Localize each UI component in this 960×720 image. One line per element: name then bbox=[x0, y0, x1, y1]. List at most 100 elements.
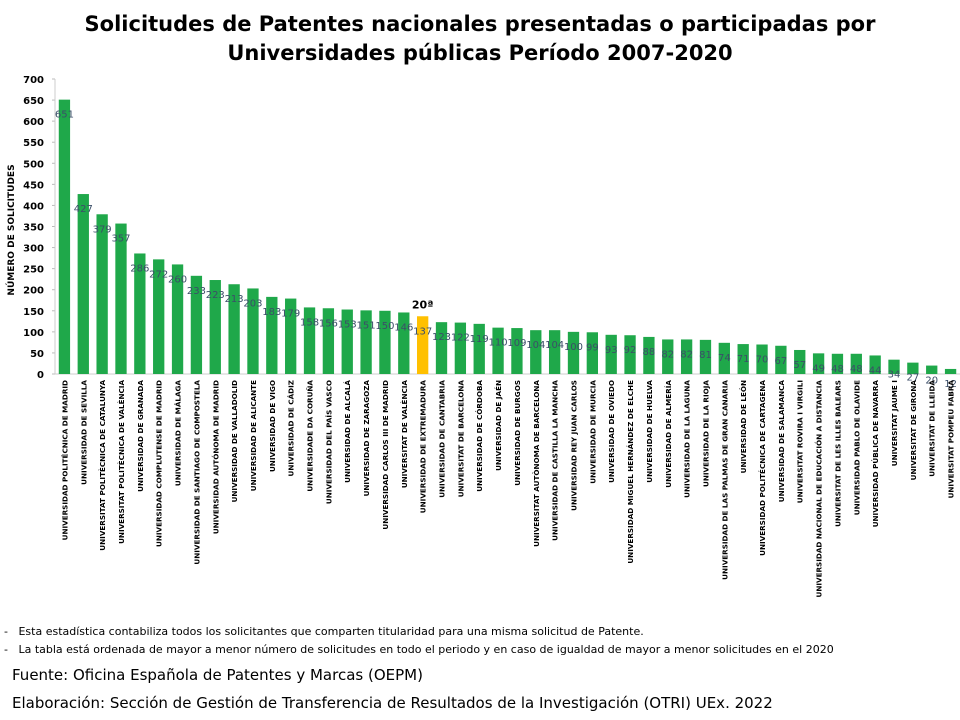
value-label: 82 bbox=[680, 349, 693, 360]
bar bbox=[850, 353, 862, 374]
bar bbox=[662, 339, 674, 374]
bar bbox=[303, 307, 316, 374]
y-tick-label: 600 bbox=[23, 117, 44, 128]
value-label: 34 bbox=[888, 370, 901, 381]
x-tick-label: UNIVERSIDAD DE BURGOS bbox=[513, 380, 522, 486]
bar bbox=[96, 214, 108, 374]
value-label: 88 bbox=[643, 347, 656, 358]
bar bbox=[77, 194, 89, 374]
y-tick-label: 200 bbox=[23, 286, 44, 297]
x-tick-label: UNIVERSIDAD DEL PAÍS VASCO bbox=[324, 380, 333, 504]
value-label: 651 bbox=[55, 110, 74, 121]
value-label: 179 bbox=[281, 309, 300, 320]
bar bbox=[643, 336, 655, 374]
value-label: 93 bbox=[605, 345, 618, 356]
value-label: 104 bbox=[526, 340, 545, 351]
x-tick-label: UNIVERSIDAD PÚBLICA DE NAVARRA bbox=[871, 380, 880, 528]
note: - La tabla está ordenada de mayor a meno… bbox=[4, 643, 834, 656]
bar bbox=[58, 99, 71, 375]
value-label: 109 bbox=[507, 338, 526, 349]
x-tick-label: UNIVERSIDAD DE SANTIAGO DE COMPOSTELA bbox=[192, 380, 201, 565]
y-axis-title: NÚMERO DE SOLICITUDES bbox=[5, 164, 17, 295]
x-tick-label: UNIVERSIDAD AUTÓNOMA DE MADRID bbox=[211, 380, 220, 534]
value-label: 150 bbox=[375, 321, 394, 332]
y-tick-label: 400 bbox=[23, 201, 44, 212]
x-tick-label: UNIVERSITAT POMPEU FABRA bbox=[947, 380, 956, 499]
value-label: 20 bbox=[925, 376, 938, 387]
y-tick-label: 550 bbox=[23, 138, 44, 149]
bar bbox=[285, 298, 297, 374]
value-label: 260 bbox=[168, 274, 187, 285]
value-label: 100 bbox=[564, 342, 583, 353]
value-label: 233 bbox=[187, 286, 206, 297]
x-tick-label: UNIVERSIDAD DE EXTREMADURA bbox=[419, 380, 428, 514]
x-tick-label: UNIVERSIDAD DE VIGO bbox=[268, 380, 277, 472]
value-label: 123 bbox=[432, 332, 451, 343]
x-tick-label: UNIVERSIDAD DE ALICANTE bbox=[249, 380, 258, 491]
x-tick-label: UNIVERSIDAD DE LEÓN bbox=[739, 380, 748, 473]
bar bbox=[398, 312, 410, 374]
bar bbox=[247, 288, 259, 374]
bar bbox=[699, 339, 712, 374]
y-tick-label: 50 bbox=[30, 349, 44, 360]
bar bbox=[624, 335, 636, 374]
x-tick-label: UNIVERSIDAD DE MÁLAGA bbox=[174, 380, 183, 487]
value-label: 104 bbox=[545, 340, 564, 351]
chart-title: Solicitudes de Patentes nacionales prese… bbox=[84, 12, 876, 65]
x-tick-label: UNIVERSIDAD DE GRANADA bbox=[136, 380, 145, 492]
value-label: 99 bbox=[586, 342, 599, 353]
value-label: 70 bbox=[756, 355, 769, 366]
bar bbox=[548, 330, 561, 374]
value-label: 158 bbox=[300, 317, 319, 328]
x-tick-label: UNIVERSIDAD DE LA LAGUNA bbox=[683, 380, 692, 498]
x-tick-label: UNIVERSITAT DE VALÈNCIA bbox=[400, 380, 409, 489]
value-label: 213 bbox=[225, 294, 244, 305]
bar bbox=[944, 368, 957, 374]
x-tick-label: UNIVERSIDAD DE LAS PALMAS DE GRAN CANARI… bbox=[720, 380, 729, 580]
x-tick-label: UNIVERSIDADE DA CORUÑA bbox=[306, 380, 315, 492]
x-tick-label: UNIVERSIDAD DE LA RIOJA bbox=[701, 380, 710, 487]
x-tick-label: UNIVERSITAT POLITÈCNICA DE CATALUNYA bbox=[98, 380, 107, 551]
value-label: 110 bbox=[489, 338, 508, 349]
x-tick-label: UNIVERSIDAD DE CÓRDOBA bbox=[475, 380, 484, 492]
bar bbox=[737, 344, 749, 374]
bar bbox=[511, 328, 523, 374]
bar bbox=[171, 264, 184, 374]
bar bbox=[492, 327, 504, 374]
bar bbox=[153, 259, 165, 374]
y-tick-label: 250 bbox=[23, 265, 44, 276]
chart: NÚMERO DE SOLICITUDES 0 50 100 150 200 250 300… bbox=[5, 75, 960, 598]
y-tick-label: 650 bbox=[23, 96, 44, 107]
x-tick-label: UNIVERSIDAD REY JUAN CARLOS bbox=[569, 380, 578, 511]
x-tick-label: UNIVERSITAT ROVIRA I VIRGILI bbox=[796, 380, 805, 504]
x-tick-label: UNIVERSITAT AUTÒNOMA DE BARCELONA bbox=[532, 380, 541, 547]
value-label: 286 bbox=[130, 263, 149, 274]
bar bbox=[266, 296, 278, 374]
bar bbox=[134, 253, 146, 374]
value-label: 12 bbox=[944, 379, 957, 390]
x-tick-label: UNIVERSIDAD DE OVIEDO bbox=[607, 380, 616, 483]
bar bbox=[360, 310, 372, 374]
bar bbox=[115, 223, 127, 374]
annotation: 20ª bbox=[412, 298, 434, 311]
bar bbox=[869, 355, 881, 374]
bar bbox=[341, 309, 353, 374]
x-tick-label: UNIVERSIDAD PABLO DE OLAVIDE bbox=[852, 380, 861, 515]
bar bbox=[756, 344, 768, 374]
bar bbox=[530, 330, 542, 374]
bar bbox=[605, 334, 617, 374]
value-label: 357 bbox=[111, 234, 130, 245]
value-label: 92 bbox=[624, 345, 637, 356]
x-tick-label: UNIVERSIDAD DE ALMERÍA bbox=[664, 380, 673, 488]
x-tick-label: UNIVERSITAT DE BARCELONA bbox=[456, 380, 465, 498]
bar bbox=[228, 284, 240, 374]
value-label: 272 bbox=[149, 269, 168, 280]
bar bbox=[680, 339, 693, 374]
x-tick-label: UNIVERSITAT DE GIRONA bbox=[909, 380, 918, 481]
value-label: 81 bbox=[699, 350, 712, 361]
value-label: 151 bbox=[357, 320, 376, 331]
x-tick-label: UNIVERSITAT JAUME I bbox=[890, 380, 899, 467]
bar bbox=[907, 362, 919, 374]
y-tick-label: 350 bbox=[23, 223, 44, 234]
